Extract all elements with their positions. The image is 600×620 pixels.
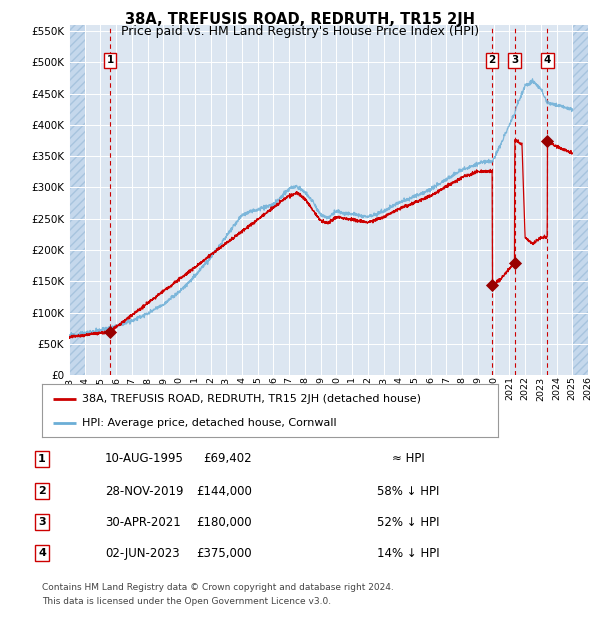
Text: This data is licensed under the Open Government Licence v3.0.: This data is licensed under the Open Gov…	[42, 597, 331, 606]
Text: 02-JUN-2023: 02-JUN-2023	[105, 547, 179, 559]
Text: 58% ↓ HPI: 58% ↓ HPI	[377, 485, 439, 497]
Text: £180,000: £180,000	[196, 516, 252, 528]
Text: 10-AUG-1995: 10-AUG-1995	[105, 453, 184, 465]
Text: £144,000: £144,000	[196, 485, 252, 497]
Text: HPI: Average price, detached house, Cornwall: HPI: Average price, detached house, Corn…	[82, 418, 337, 428]
Point	[542, 136, 552, 146]
Text: 52% ↓ HPI: 52% ↓ HPI	[377, 516, 439, 528]
Text: 3: 3	[38, 517, 46, 527]
Text: Price paid vs. HM Land Registry's House Price Index (HPI): Price paid vs. HM Land Registry's House …	[121, 25, 479, 38]
Point	[487, 280, 497, 290]
Text: 4: 4	[38, 548, 46, 558]
Text: £69,402: £69,402	[203, 453, 252, 465]
Bar	[572, 25, 588, 375]
Bar	[69, 25, 85, 375]
Text: 3: 3	[511, 55, 518, 66]
Text: 30-APR-2021: 30-APR-2021	[105, 516, 181, 528]
Text: 1: 1	[38, 454, 46, 464]
Text: £375,000: £375,000	[196, 547, 252, 559]
Bar	[572, 25, 588, 375]
Text: 14% ↓ HPI: 14% ↓ HPI	[377, 547, 439, 559]
Bar	[69, 25, 85, 375]
Text: ≈ HPI: ≈ HPI	[392, 453, 424, 465]
Text: 4: 4	[544, 55, 551, 66]
Point	[510, 257, 520, 267]
Text: 1: 1	[106, 55, 113, 66]
Text: 28-NOV-2019: 28-NOV-2019	[105, 485, 184, 497]
Text: 2: 2	[488, 55, 496, 66]
Point	[105, 327, 115, 337]
Text: 2: 2	[38, 486, 46, 496]
Text: Contains HM Land Registry data © Crown copyright and database right 2024.: Contains HM Land Registry data © Crown c…	[42, 583, 394, 592]
Text: 38A, TREFUSIS ROAD, REDRUTH, TR15 2JH: 38A, TREFUSIS ROAD, REDRUTH, TR15 2JH	[125, 12, 475, 27]
Text: 38A, TREFUSIS ROAD, REDRUTH, TR15 2JH (detached house): 38A, TREFUSIS ROAD, REDRUTH, TR15 2JH (d…	[82, 394, 421, 404]
